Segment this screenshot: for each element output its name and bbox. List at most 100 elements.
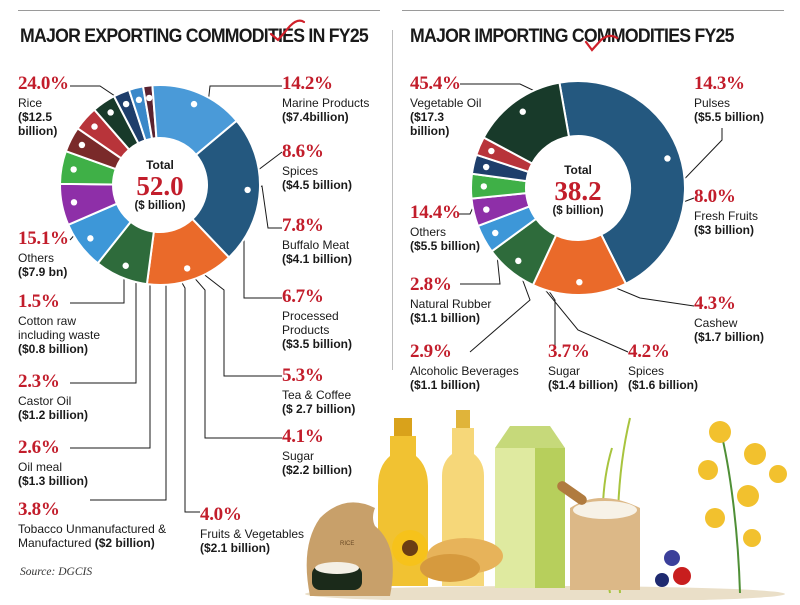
pct-text: 4.1% — [282, 426, 324, 447]
name-text: Others — [410, 224, 447, 239]
slice-marker-dot — [519, 108, 526, 115]
value-text: ($7.4billion) — [282, 110, 349, 125]
value-text: ($0.8 billion) — [18, 342, 89, 357]
export-label-processed: 6.7% Processed Products ($3.5 billion) — [282, 286, 353, 352]
slice-marker-dot — [135, 96, 143, 104]
value-text: ($7.9 bn) — [18, 265, 68, 280]
sushi-icon — [312, 562, 362, 590]
name-text: Fresh Fruits — [694, 208, 759, 223]
value-text: ($ 2.7 billion) — [282, 402, 356, 417]
imports-total-value: 38.2 — [554, 176, 602, 206]
source-note: Source: DGCIS — [20, 566, 93, 578]
pct-text: 7.8% — [282, 215, 324, 236]
panel-divider — [392, 30, 393, 370]
name-text: Tea & Coffee — [282, 387, 352, 402]
pct-text: 8.0% — [694, 186, 736, 207]
exports-total-value: 52.0 — [136, 171, 184, 201]
name-text: Oil meal — [18, 459, 63, 474]
import-label-sugar: 3.7% Sugar ($1.4 billion) — [548, 341, 619, 393]
pct-text: 5.3% — [282, 365, 324, 386]
value-text: ($12.5 billion) — [18, 110, 58, 139]
name-text: Marine Products — [282, 95, 370, 110]
name-text: Pulses — [694, 95, 731, 110]
slice-marker-dot — [483, 206, 490, 213]
name-text: Castor Oil — [18, 393, 72, 408]
pct-text: 45.4% — [410, 73, 461, 94]
slice-marker-dot — [576, 278, 583, 286]
value-text: ($2 billion) — [94, 536, 155, 551]
pct-text: 4.3% — [694, 293, 736, 314]
import-label-spices: 4.2% Spices ($1.6 billion) — [628, 341, 699, 393]
value-text: ($5.5 billion) — [694, 110, 765, 125]
slice-marker-dot — [515, 257, 522, 265]
import-label-alcohol: 2.9% Alcoholic Beverages ($1.1 billion) — [410, 341, 519, 393]
tobacco-text: Tobacco Unmanufactured & Manufactured ($… — [18, 522, 166, 550]
name-text: Natural Rubber — [410, 296, 492, 311]
name-text: Sugar — [282, 448, 315, 463]
food-illustration: RICE — [305, 410, 787, 600]
export-label-marine: 14.2% Marine Products ($7.4billion) — [282, 73, 370, 125]
pct-text: 4.0% — [200, 504, 242, 525]
import-label-cashew: 4.3% Cashew ($1.7 billion) — [694, 293, 764, 344]
value-text: ($1.4 billion) — [548, 378, 619, 393]
slice-marker-dot — [70, 166, 77, 173]
slice-marker-dot — [244, 186, 251, 194]
exports-total-label: Total — [146, 158, 174, 172]
name-text: Sugar — [548, 363, 581, 378]
export-label-rice: 24.0% Rice ($12.5 billion) — [18, 73, 69, 139]
value-text: ($17.3 billion) — [410, 110, 450, 139]
export-label-spices: 8.6% Spices ($4.5 billion) — [282, 141, 352, 192]
value-text: ($1.6 billion) — [628, 378, 699, 393]
name-text: Fruits & Vegetables — [200, 526, 305, 541]
name-text: Others — [18, 250, 55, 265]
export-label-buffalo: 7.8% Buffalo Meat ($4.1 billion) — [282, 215, 353, 267]
coin-plant-icon — [698, 421, 787, 594]
pct-text: 1.5% — [18, 291, 60, 312]
value-text: ($2.2 billion) — [282, 463, 353, 478]
name-text: Rice — [18, 95, 43, 110]
slice-marker-dot — [492, 229, 499, 237]
import-label-rubber: 2.8% Natural Rubber ($1.1 billion) — [410, 274, 492, 325]
name-text: Tobacco Unmanufactured & Manufactured — [18, 521, 167, 551]
slice-marker-dot — [87, 235, 94, 242]
value-text: ($3 billion) — [694, 223, 754, 238]
exports-donut — [58, 84, 261, 286]
name-text: Buffalo Meat — [282, 237, 350, 252]
pct-text: 2.6% — [18, 437, 60, 458]
export-label-tea-coffee: 5.3% Tea & Coffee ($ 2.7 billion) — [282, 365, 356, 417]
sunflower-icon — [392, 530, 428, 566]
slice-marker-dot — [70, 199, 78, 206]
pct-text: 14.3% — [694, 73, 745, 94]
imports-total-label: Total — [564, 163, 592, 177]
import-label-pulses: 14.3% Pulses ($5.5 billion) — [694, 73, 765, 125]
pct-text: 2.3% — [18, 371, 60, 392]
pct-text: 8.6% — [282, 141, 324, 162]
value-text: ($3.5 billion) — [282, 337, 353, 352]
pct-text: 2.8% — [410, 274, 452, 295]
slice-marker-dot — [482, 163, 490, 171]
name-text: Spices — [282, 163, 319, 178]
slice-marker-dot — [664, 155, 671, 162]
export-label-sugar: 4.1% Sugar ($2.2 billion) — [282, 426, 353, 478]
export-label-fruits-veg: 4.0% Fruits & Vegetables ($2.1 billion) — [200, 504, 305, 555]
flour-bag-icon — [557, 481, 640, 590]
pct-text: 15.1% — [18, 228, 69, 249]
pct-text: 14.2% — [282, 73, 333, 94]
slice-marker-dot — [146, 94, 153, 102]
export-label-oil-meal: 2.6% Oil meal ($1.3 billion) — [18, 437, 88, 488]
value-text: ($1.2 billion) — [18, 408, 89, 423]
sack-text: RICE — [340, 541, 354, 547]
milk-carton-icon — [495, 426, 565, 588]
imports-total: Total 38.2 ($ billion) — [538, 163, 618, 217]
checkmark-icon — [269, 19, 306, 42]
pct-text: 3.8% — [18, 499, 60, 520]
value-text: ($1.1 billion) — [410, 378, 481, 393]
exports-total: Total 52.0 ($ billion) — [120, 158, 200, 212]
value-text: ($4.1 billion) — [282, 252, 353, 267]
berries-icon — [655, 550, 691, 587]
pct-text: 14.4% — [410, 202, 461, 223]
pct-text: 2.9% — [410, 341, 452, 362]
imports-title: MAJOR IMPORTING COMMODITIES FY25 — [410, 26, 734, 47]
export-label-cotton: 1.5% Cotton raw including waste ($0.8 bi… — [18, 291, 100, 357]
slice-marker-dot — [91, 123, 98, 130]
